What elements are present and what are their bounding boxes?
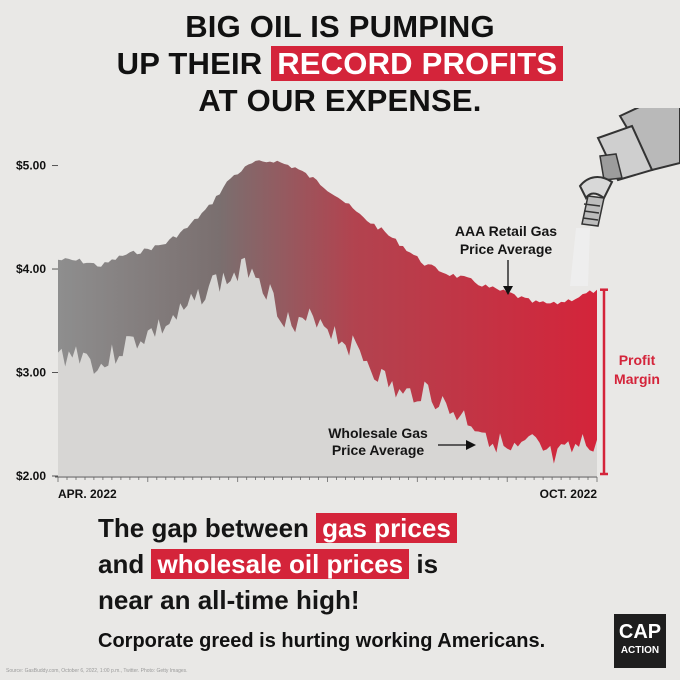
y-tick-label: $2.00 [16, 469, 46, 483]
highlight-gas-prices: gas prices [316, 513, 457, 543]
wholesale-annotation-arrowhead [466, 440, 476, 450]
headline-line-2: UP THEIR RECORD PROFITS [0, 45, 680, 82]
profit-margin-label-2: Margin [614, 371, 660, 387]
headline-line-3: AT OUR EXPENSE. [198, 83, 482, 118]
profit-margin-label-1: Profit [619, 352, 656, 368]
retail-annotation-line-1: AAA Retail Gas [455, 223, 557, 239]
headline-line-2-prefix: UP THEIR [116, 46, 263, 81]
headline-highlight: RECORD PROFITS [271, 46, 564, 81]
body-line-2-suffix: is [416, 549, 439, 579]
y-tick-label: $4.00 [16, 262, 46, 276]
retail-annotation-arrowhead [503, 286, 513, 295]
wholesale-annotation-line-1: Wholesale Gas [328, 425, 428, 441]
retail-annotation-line-2: Price Average [460, 241, 553, 257]
source-note: Source: GasBuddy.com, October 6, 2022, 1… [6, 668, 188, 674]
x-label-end: OCT. 2022 [540, 487, 598, 501]
headline-line-1: BIG OIL IS PUMPING [185, 9, 495, 44]
y-tick-label: $3.00 [16, 366, 46, 380]
headline: BIG OIL IS PUMPING UP THEIR RECORD PROFI… [0, 8, 680, 119]
wholesale-price-area [58, 257, 597, 476]
logo-line-2: ACTION [620, 645, 660, 656]
body-line-2-prefix: and [98, 549, 145, 579]
body-statement: The gap between gas prices and wholesale… [98, 510, 568, 618]
y-axis: $5.00 $4.00 $3.00 $2.00 [16, 159, 58, 483]
body-line-2: and wholesale oil prices is [98, 546, 568, 582]
body-line-3: near an all-time high! [98, 585, 360, 615]
x-label-start: APR. 2022 [58, 487, 117, 501]
logo-line-1: CAP [618, 621, 662, 643]
cap-action-logo: CAP ACTION [614, 614, 666, 668]
wholesale-annotation-line-2: Price Average [332, 442, 425, 458]
y-tick-label: $5.00 [16, 159, 46, 173]
gas-nozzle-icon [570, 108, 680, 286]
body-line-1-prefix: The gap between [98, 513, 309, 543]
highlight-wholesale-oil-prices: wholesale oil prices [151, 549, 410, 579]
x-axis-ticks [57, 477, 598, 482]
body-line-1: The gap between gas prices [98, 510, 568, 546]
tagline: Corporate greed is hurting working Ameri… [98, 630, 546, 652]
gas-price-chart: $5.00 $4.00 $3.00 $2.00 APR. 2022 OCT. 2022… [16, 159, 660, 501]
